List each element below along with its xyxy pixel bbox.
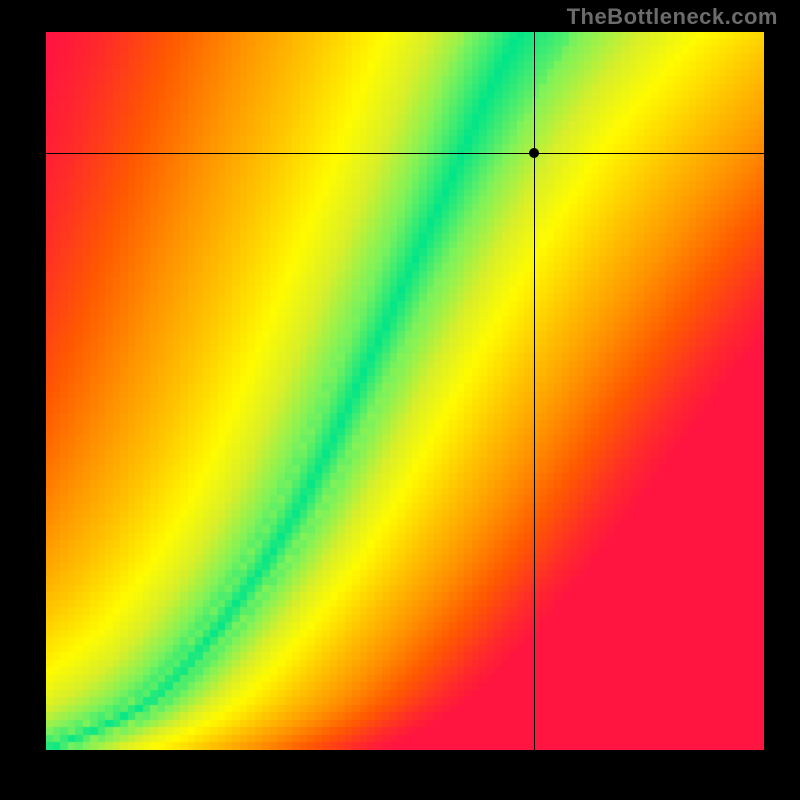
selection-marker-dot — [529, 148, 539, 158]
heatmap-plot — [46, 32, 764, 750]
heatmap-canvas — [46, 32, 764, 750]
crosshair-horizontal — [46, 153, 764, 154]
watermark-text: TheBottleneck.com — [567, 4, 778, 30]
crosshair-vertical — [534, 32, 535, 750]
